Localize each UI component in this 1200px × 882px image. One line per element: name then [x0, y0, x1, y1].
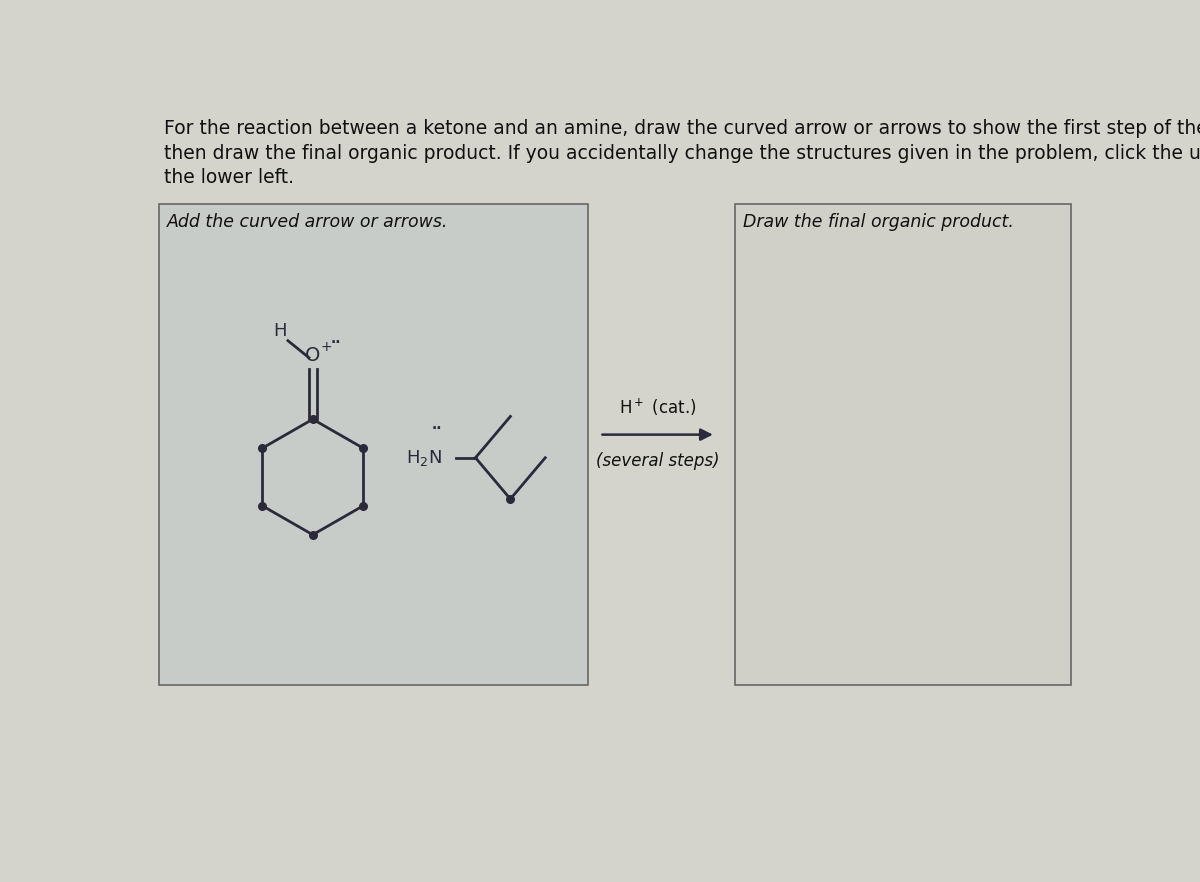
Bar: [160, 204, 588, 685]
Text: then draw the final organic product. If you accidentally change the structures g: then draw the final organic product. If …: [164, 144, 1200, 162]
Text: +: +: [320, 340, 331, 354]
Text: H$_2$N: H$_2$N: [406, 448, 442, 467]
Bar: [736, 204, 1070, 685]
Text: ··: ··: [331, 336, 341, 350]
Text: Add the curved arrow or arrows.: Add the curved arrow or arrows.: [167, 213, 449, 231]
Text: H: H: [274, 322, 287, 340]
Text: the lower left.: the lower left.: [164, 168, 294, 187]
Text: H$^+$ (cat.): H$^+$ (cat.): [619, 396, 696, 418]
Text: O: O: [305, 347, 320, 365]
Text: (several steps): (several steps): [596, 452, 719, 469]
Text: For the reaction between a ketone and an amine, draw the curved arrow or arrows : For the reaction between a ketone and an…: [164, 119, 1200, 138]
Text: ··: ··: [432, 422, 442, 437]
Text: Draw the final organic product.: Draw the final organic product.: [743, 213, 1014, 231]
